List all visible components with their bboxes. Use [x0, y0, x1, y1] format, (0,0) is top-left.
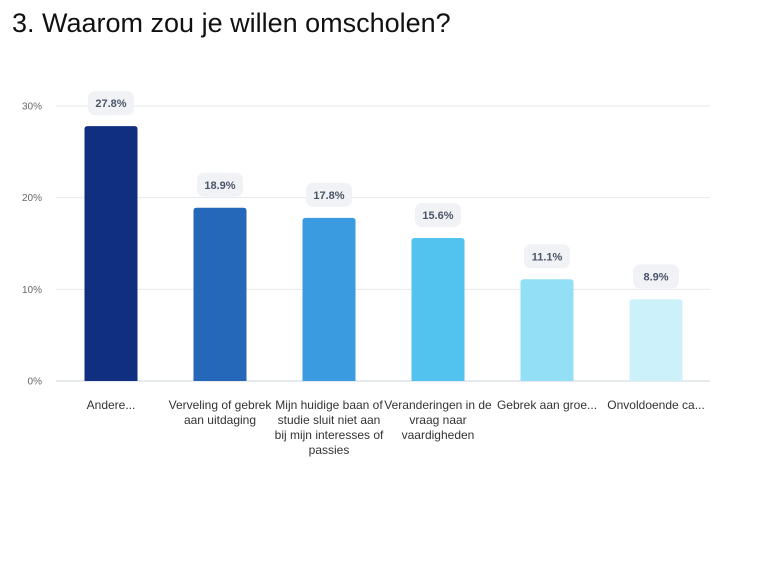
data-label-badge	[524, 244, 570, 269]
x-tick-label: Verveling of gebrek aan uitdaging	[168, 398, 272, 427]
bar	[193, 207, 247, 381]
data-label: 11.1%	[532, 251, 563, 263]
bar	[84, 126, 138, 382]
x-tick-label: Mijn huidige baan of studie sluit niet a…	[274, 398, 384, 457]
bar	[520, 279, 574, 381]
data-label-badge	[88, 91, 134, 116]
x-tick-label: Gebrek aan groe...	[496, 398, 598, 412]
data-label-badge	[633, 264, 679, 289]
data-label-badge	[415, 203, 461, 227]
y-tick-label: 0%	[28, 377, 43, 388]
data-label: 17.8%	[313, 190, 344, 202]
data-label: 8.9%	[643, 271, 668, 283]
data-label-badge	[197, 172, 243, 197]
data-label: 15.6%	[422, 210, 453, 222]
chart-title: 3. Waarom zou je willen omscholen?	[12, 8, 451, 38]
data-label: 27.8%	[95, 98, 126, 110]
x-tick-label: Veranderingen in de vraag naar vaardighe…	[384, 398, 492, 442]
y-tick-label: 20%	[22, 193, 42, 204]
data-label: 18.9%	[204, 180, 235, 192]
y-tick-label: 10%	[22, 285, 42, 296]
data-label-badge	[306, 182, 352, 207]
x-tick-label: Andere...	[86, 398, 136, 412]
bar	[302, 217, 356, 381]
bar	[411, 238, 465, 381]
y-tick-label: 30%	[22, 102, 42, 113]
bar	[629, 299, 683, 381]
x-tick-label: Onvoldoende ca...	[607, 398, 705, 412]
